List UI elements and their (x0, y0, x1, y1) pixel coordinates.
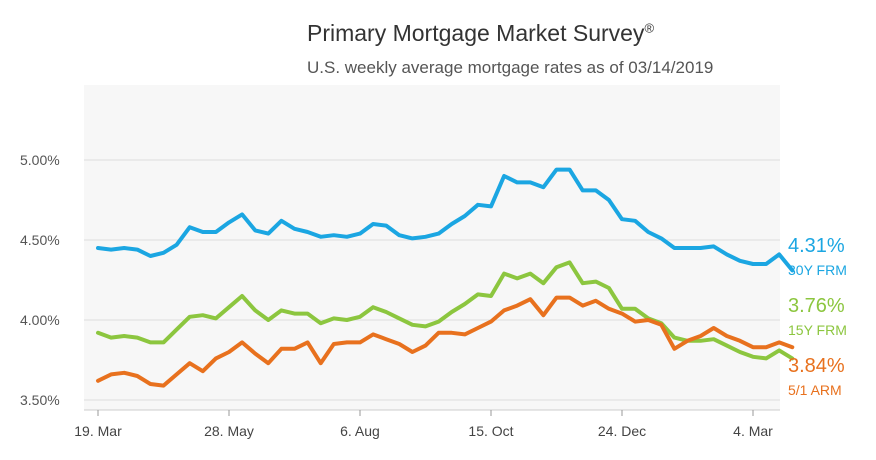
x-tick-label: 24. Dec (598, 423, 646, 439)
y-tick-label: 4.50% (20, 232, 60, 248)
series-line-5-1-arm (96, 295, 795, 388)
plot-background (84, 85, 780, 410)
x-tick-label: 28. May (204, 423, 254, 439)
series-name-label: 5/1 ARM (788, 382, 842, 398)
x-tick-label: 19. Mar (74, 423, 122, 439)
registered-mark: ® (644, 20, 655, 36)
y-tick-label: 3.50% (20, 392, 60, 408)
series-name-label: 15Y FRM (788, 322, 847, 338)
x-tick-label: 4. Mar (733, 423, 773, 439)
end-value-label: 3.84% (788, 355, 845, 377)
y-tick-label: 5.00% (20, 152, 60, 168)
series-line-15y-frm (96, 260, 795, 361)
x-tick-label: 15. Oct (468, 423, 513, 439)
x-tick-label: 6. Aug (340, 423, 380, 439)
end-value-label: 3.76% (788, 295, 845, 317)
end-value-label: 4.31% (788, 235, 845, 257)
y-tick-label: 4.00% (20, 312, 60, 328)
series-line-30y-frm (96, 167, 795, 273)
series-name-label: 30Y FRM (788, 262, 847, 278)
chart-subtitle: U.S. weekly average mortgage rates as of… (307, 58, 714, 77)
chart-title: Primary Mortgage Market Survey® (307, 20, 655, 46)
